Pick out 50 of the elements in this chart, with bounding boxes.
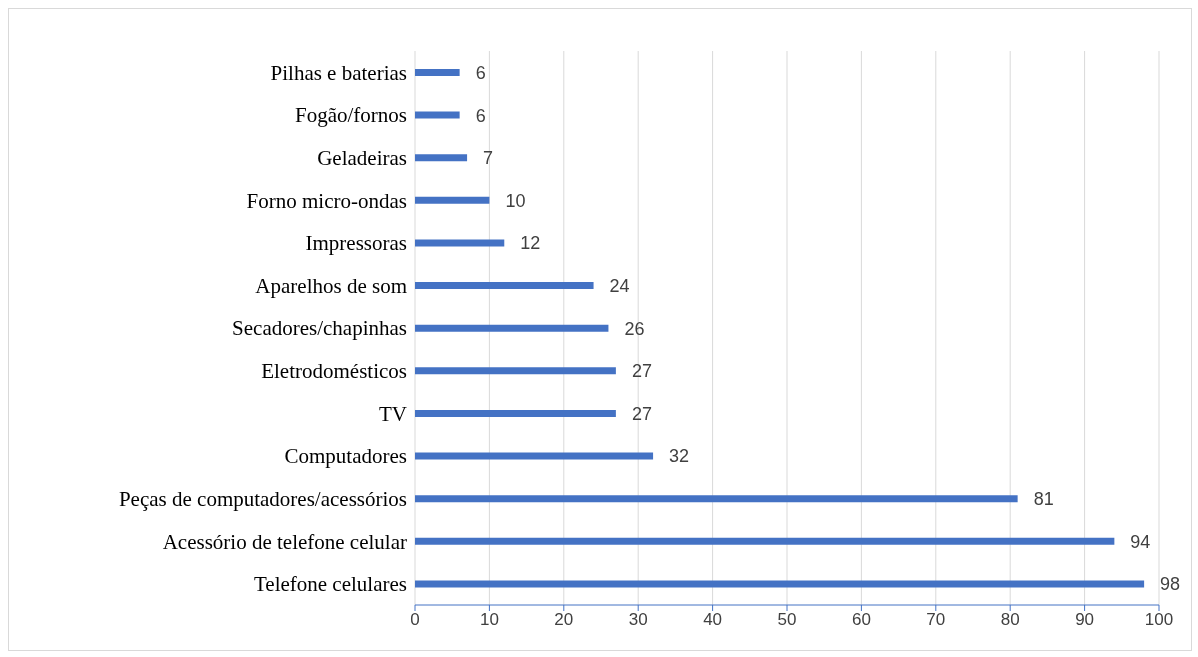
bar [415, 282, 594, 290]
y-tick-label: Forno micro-ondas [246, 188, 407, 213]
x-tick-label: 90 [1075, 610, 1095, 630]
bar [415, 452, 654, 460]
y-tick-label: Aparelhos de som [255, 273, 407, 298]
y-tick-label: Impressoras [305, 231, 407, 256]
data-label: 7 [483, 148, 494, 169]
data-label: 26 [624, 318, 645, 339]
y-tick-label: Geladeiras [317, 145, 407, 170]
y-tick-label: Pilhas e baterias [270, 60, 407, 85]
data-label: 27 [631, 361, 652, 382]
y-tick-label: Acessório de telefone celular [162, 529, 407, 554]
y-tick-label: TV [379, 401, 407, 426]
x-tick-label: 50 [777, 610, 797, 630]
y-tick-label: Telefone celulares [253, 572, 407, 597]
y-tick-label: Computadores [284, 444, 407, 469]
bar [415, 367, 616, 375]
x-tick-label: 0 [410, 610, 420, 630]
x-tick-label: 20 [554, 610, 574, 630]
data-label: 6 [475, 62, 486, 83]
y-tick-label: Peças de computadores/acessórios [118, 486, 407, 511]
data-label: 32 [669, 446, 690, 467]
x-tick-label: 80 [1000, 610, 1020, 630]
y-tick-label: Secadores/chapinhas [232, 316, 407, 341]
bar [415, 409, 616, 417]
data-label: 24 [609, 275, 630, 296]
x-tick-label: 100 [1144, 610, 1174, 630]
y-tick-label: Eletrodomésticos [261, 359, 407, 384]
data-label: 81 [1033, 489, 1054, 510]
data-label: 12 [520, 233, 541, 254]
bar [415, 154, 468, 162]
bar [415, 495, 1018, 503]
bar [415, 580, 1145, 588]
bar [415, 239, 505, 247]
bar [415, 537, 1115, 545]
x-tick-label: 30 [628, 610, 648, 630]
data-label: 6 [475, 105, 486, 126]
data-label: 27 [631, 403, 652, 424]
data-label: 94 [1130, 531, 1151, 552]
x-tick-label: 10 [479, 610, 499, 630]
bar [415, 196, 490, 204]
data-label: 98 [1160, 574, 1181, 595]
x-tick-label: 70 [926, 610, 946, 630]
bar [415, 69, 460, 76]
x-tick-label: 40 [703, 610, 723, 630]
bar [415, 324, 609, 332]
data-label: 10 [505, 190, 526, 211]
y-tick-label: Fogão/fornos [295, 103, 407, 128]
x-tick-label: 60 [851, 610, 871, 630]
bar [415, 111, 460, 119]
